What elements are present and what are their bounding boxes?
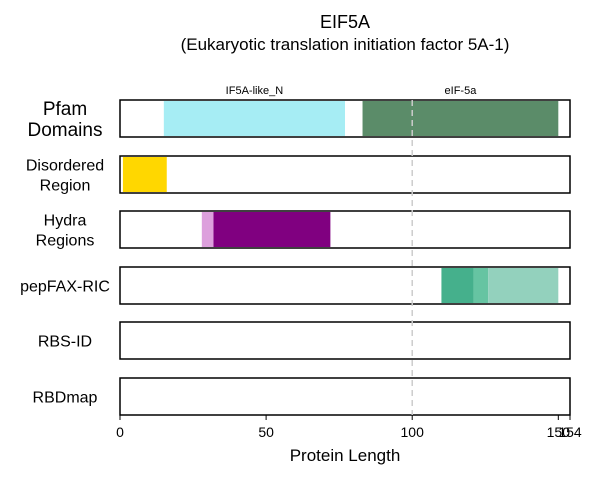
x-tick-label: 154	[558, 424, 582, 440]
track-frame	[119, 377, 571, 416]
track-frame	[119, 321, 571, 360]
domain-label: IF5A-like_N	[226, 85, 284, 97]
row-label: Hydra	[44, 212, 87, 229]
feature-segment	[201, 212, 214, 247]
track-frame	[119, 99, 571, 138]
row-label: Disordered	[26, 157, 104, 174]
x-tick-label: 150	[547, 424, 571, 440]
chart-title: EIF5A	[320, 12, 370, 32]
track-row: RBS-ID	[38, 321, 571, 360]
row-label: RBS-ID	[38, 333, 92, 350]
domain-label: eIF-5a	[445, 85, 478, 97]
x-tick-label: 50	[258, 424, 274, 440]
row-label: RBDmap	[33, 389, 98, 406]
row-label: Regions	[36, 232, 95, 249]
row-label: Region	[40, 177, 91, 194]
feature-segment	[488, 268, 559, 303]
track-row: RBDmap	[33, 377, 571, 416]
track-row: Disordered Region	[26, 155, 571, 194]
row-label: Domains	[28, 120, 103, 141]
feature-segment	[163, 101, 345, 136]
chart-subtitle: (Eukaryotic translation initiation facto…	[181, 35, 510, 54]
feature-segment	[441, 268, 474, 303]
feature-segment	[473, 268, 489, 303]
x-tick-label: 100	[401, 424, 425, 440]
track-row: Hydra Regions	[36, 210, 571, 249]
track-frame	[119, 155, 571, 194]
row-label: pepFAX-RIC	[20, 278, 110, 295]
feature-segment	[122, 157, 167, 192]
track-frame	[119, 210, 571, 249]
row-label: Pfam	[43, 99, 87, 120]
track-frame	[119, 266, 571, 305]
feature-segment	[362, 101, 559, 136]
x-tick-label: 0	[116, 424, 124, 440]
track-row: pepFAX-RIC	[20, 266, 571, 305]
x-axis-label: Protein Length	[290, 446, 401, 465]
feature-segment	[213, 212, 331, 247]
